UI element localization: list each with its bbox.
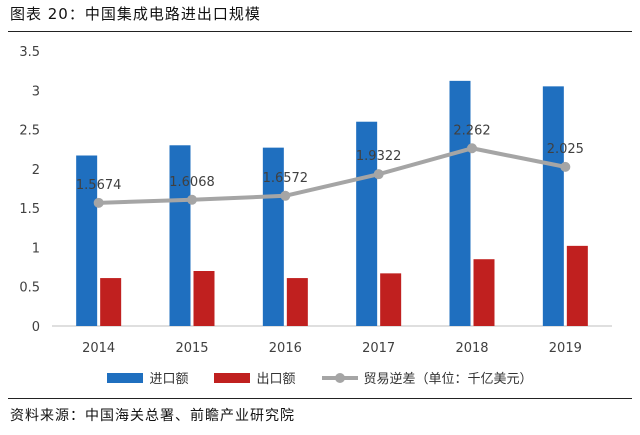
data-label-trade-deficit-2018: 2.262: [453, 123, 490, 138]
bar-export-2018: [473, 259, 495, 326]
bar-import-2017: [356, 121, 378, 326]
bar-export-2017: [380, 273, 402, 326]
x-tick-label-2014: 2014: [82, 341, 115, 356]
point-trade-deficit-2017: [373, 169, 384, 180]
line-trade-deficit: [98, 146, 566, 205]
point-trade-deficit-2018: [467, 143, 477, 154]
legend-swatch-deficit: [321, 372, 358, 383]
bar-export-2015: [193, 271, 215, 326]
legend-swatch-import: [107, 372, 144, 383]
bar-import-2015: [169, 145, 191, 326]
legend-item-export: 出口额: [214, 368, 296, 387]
x-tick-label-2018: 2018: [455, 341, 488, 356]
bar-export-2014: [100, 278, 122, 326]
bar-export-2016: [286, 278, 308, 326]
legend-swatch-export: [214, 372, 251, 383]
data-label-trade-deficit-2019: 2.025: [547, 142, 584, 157]
legend-label-import: 进口额: [149, 372, 189, 387]
bar-export-2019: [566, 245, 588, 326]
y-tick-label: 1.5: [19, 202, 40, 217]
data-label-trade-deficit-2014: 1.5674: [76, 178, 122, 193]
point-trade-deficit-2015: [187, 194, 197, 205]
source-note: 资料来源：中国海关总署、前瞻产业研究院: [10, 408, 295, 424]
data-label-trade-deficit-2017: 1.9322: [356, 149, 402, 164]
point-trade-deficit-2014: [93, 197, 104, 208]
bar-import-2019: [542, 86, 564, 326]
legend-label-export: 出口额: [256, 372, 296, 387]
y-tick-label: 2: [32, 163, 40, 178]
point-trade-deficit-2019: [560, 161, 571, 172]
y-tick-label: 1: [32, 241, 40, 256]
x-tick-label-2017: 2017: [362, 341, 395, 356]
source-divider: [8, 398, 632, 399]
bar-import-2016: [262, 147, 284, 326]
figure-title: 图表 20：中国集成电路进出口规模: [10, 5, 261, 23]
x-tick-label-2015: 2015: [175, 341, 208, 356]
x-tick-label-2016: 2016: [269, 341, 302, 356]
y-tick-label: 0.5: [19, 281, 40, 296]
legend-label-deficit: 贸易逆差（单位：千亿美元）: [363, 372, 533, 387]
title-divider: [8, 31, 632, 32]
y-tick-label: 0: [32, 320, 40, 335]
legend-item-deficit: 贸易逆差（单位：千亿美元）: [321, 368, 533, 387]
legend-item-import: 进口额: [107, 368, 188, 387]
chart-plot-area: 0 0.5 1 1.5 2 2.5 3 3.5 2014 2015 2016 2017 2018 2019…: [19, 45, 612, 356]
point-trade-deficit-2016: [280, 190, 291, 201]
x-tick-label-2019: 2019: [549, 341, 582, 356]
bar-import-2018: [449, 80, 471, 326]
y-tick-label: 3.5: [19, 45, 40, 60]
data-label-trade-deficit-2016: 1.6572: [263, 171, 309, 186]
bar-import-2014: [76, 155, 98, 326]
y-tick-label: 2.5: [19, 124, 40, 139]
data-label-trade-deficit-2015: 1.6068: [169, 175, 215, 190]
y-tick-label: 3: [32, 84, 40, 99]
chart-legend: 进口额 出口额 贸易逆差（单位：千亿美元）: [0, 368, 640, 387]
